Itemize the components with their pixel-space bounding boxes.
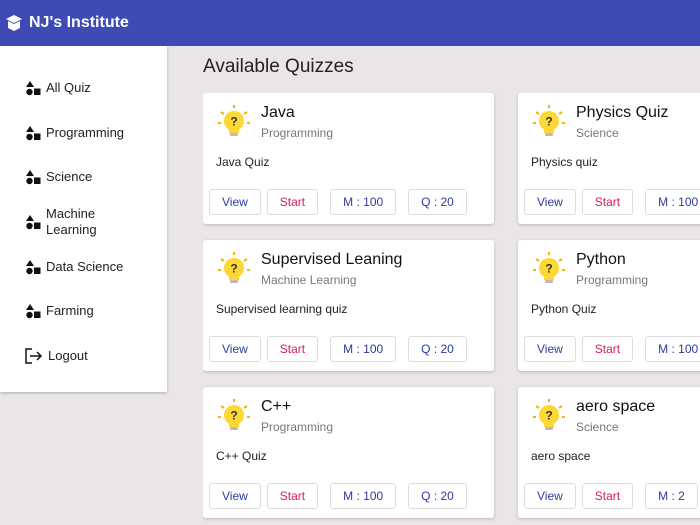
- bulb-icon: ?: [218, 399, 250, 430]
- logout-item[interactable]: Logout: [25, 336, 88, 376]
- sidebar-label: Programming: [46, 125, 125, 140]
- category-icon: [26, 260, 41, 275]
- quiz-category: Programming: [261, 420, 334, 434]
- start-button[interactable]: Start: [581, 189, 634, 215]
- sidebar-item[interactable]: Farming: [25, 291, 94, 331]
- sidebar-label: Farming: [46, 303, 94, 318]
- sidebar-item[interactable]: Programming: [25, 113, 124, 153]
- q-button[interactable]: Q : 20: [408, 336, 467, 362]
- button-row: View Start M : 100 Q : 20: [209, 189, 473, 215]
- m-button[interactable]: M : 100: [645, 336, 700, 362]
- logout-icon: [25, 348, 43, 364]
- quiz-description: Physics quiz: [531, 155, 598, 169]
- svg-text:?: ?: [545, 409, 552, 423]
- m-button[interactable]: M : 100: [330, 336, 397, 362]
- category-icon: [26, 126, 41, 141]
- sidebar-item[interactable]: All Quiz: [25, 68, 91, 108]
- svg-text:?: ?: [230, 409, 237, 423]
- quiz-card: ? Supervised Leaning Machine Learning Super…: [203, 240, 494, 371]
- quiz-description: Java Quiz: [216, 155, 270, 169]
- m-button[interactable]: M : 2: [645, 483, 698, 509]
- logo-icon: [6, 15, 22, 31]
- button-row: View Start M : 100 Q : 20: [209, 336, 473, 362]
- quiz-description: Supervised learning quiz: [216, 302, 348, 316]
- button-row: View Start M : 100: [524, 189, 700, 215]
- sidebar-item[interactable]: Machine Learning: [25, 202, 126, 242]
- quiz-card: ? aero space Science aero space View Start M :…: [518, 387, 700, 518]
- bulb-icon: ?: [533, 252, 565, 283]
- category-icon: [26, 304, 41, 319]
- button-row: View Start M : 2: [524, 483, 700, 509]
- m-button[interactable]: M : 100: [330, 483, 397, 509]
- sidebar-label: All Quiz: [46, 80, 91, 95]
- button-row: View Start M : 100: [524, 336, 700, 362]
- quiz-category: Science: [576, 420, 619, 434]
- quiz-title: Supervised Leaning: [261, 251, 403, 268]
- start-button[interactable]: Start: [581, 336, 634, 362]
- view-button[interactable]: View: [209, 189, 261, 215]
- quiz-title: C++: [261, 398, 292, 415]
- bulb-icon: ?: [218, 105, 250, 136]
- start-button[interactable]: Start: [266, 336, 319, 362]
- quiz-description: C++ Quiz: [216, 449, 267, 463]
- bulb-icon: ?: [533, 399, 565, 430]
- sidebar-item[interactable]: Science: [25, 157, 92, 197]
- svg-text:?: ?: [230, 262, 237, 276]
- sidebar: All Quiz Programming Science Machine Learni…: [0, 46, 167, 392]
- quiz-title: Java: [261, 104, 295, 121]
- quiz-description: Python Quiz: [531, 302, 597, 316]
- logout-label: Logout: [48, 348, 88, 363]
- quiz-category: Programming: [261, 126, 334, 140]
- q-button[interactable]: Q : 20: [408, 189, 467, 215]
- start-button[interactable]: Start: [581, 483, 634, 509]
- page-heading: Available Quizzes: [203, 56, 354, 77]
- svg-text:?: ?: [230, 115, 237, 129]
- sidebar-label: Science: [46, 169, 93, 184]
- category-icon: [26, 81, 41, 96]
- q-button[interactable]: Q : 20: [408, 483, 467, 509]
- bulb-icon: ?: [218, 252, 250, 283]
- quiz-description: aero space: [531, 449, 591, 463]
- category-icon: [26, 170, 41, 185]
- category-icon: [26, 215, 41, 230]
- start-button[interactable]: Start: [266, 189, 319, 215]
- view-button[interactable]: View: [524, 483, 576, 509]
- view-button[interactable]: View: [524, 189, 576, 215]
- quiz-category: Science: [576, 126, 619, 140]
- quiz-card: ? Physics Quiz Science Physics quiz View Star…: [518, 93, 700, 224]
- quiz-category: Machine Learning: [261, 273, 357, 287]
- sidebar-item[interactable]: Data Science: [25, 247, 123, 287]
- button-row: View Start M : 100 Q : 20: [209, 483, 473, 509]
- quiz-cards: ? Java Programming Java Quiz View Start M : 10…: [203, 93, 700, 518]
- quiz-title: Python: [576, 251, 626, 268]
- quiz-category: Programming: [576, 273, 649, 287]
- m-button[interactable]: M : 100: [645, 189, 700, 215]
- app-title: NJ's Institute: [29, 14, 129, 31]
- m-button[interactable]: M : 100: [330, 189, 397, 215]
- bulb-icon: ?: [533, 105, 565, 136]
- sidebar-label: Data Science: [46, 259, 124, 274]
- quiz-title: Physics Quiz: [576, 104, 669, 121]
- view-button[interactable]: View: [209, 336, 261, 362]
- quiz-card: ? Java Programming Java Quiz View Start M : 10…: [203, 93, 494, 224]
- start-button[interactable]: Start: [266, 483, 319, 509]
- svg-text:?: ?: [545, 115, 552, 129]
- quiz-title: aero space: [576, 398, 656, 415]
- view-button[interactable]: View: [209, 483, 261, 509]
- svg-text:?: ?: [545, 262, 552, 276]
- quiz-card: ? C++ Programming C++ Quiz View Start M : 100 Q…: [203, 387, 494, 518]
- app-bar: NJ's Institute: [0, 0, 700, 46]
- view-button[interactable]: View: [524, 336, 576, 362]
- quiz-card: ? Python Programming Python Quiz View Start M …: [518, 240, 700, 371]
- sidebar-label: Machine Learning: [46, 206, 97, 237]
- quiz-grid: ? Java Programming Java Quiz View Start M : 10…: [203, 93, 700, 525]
